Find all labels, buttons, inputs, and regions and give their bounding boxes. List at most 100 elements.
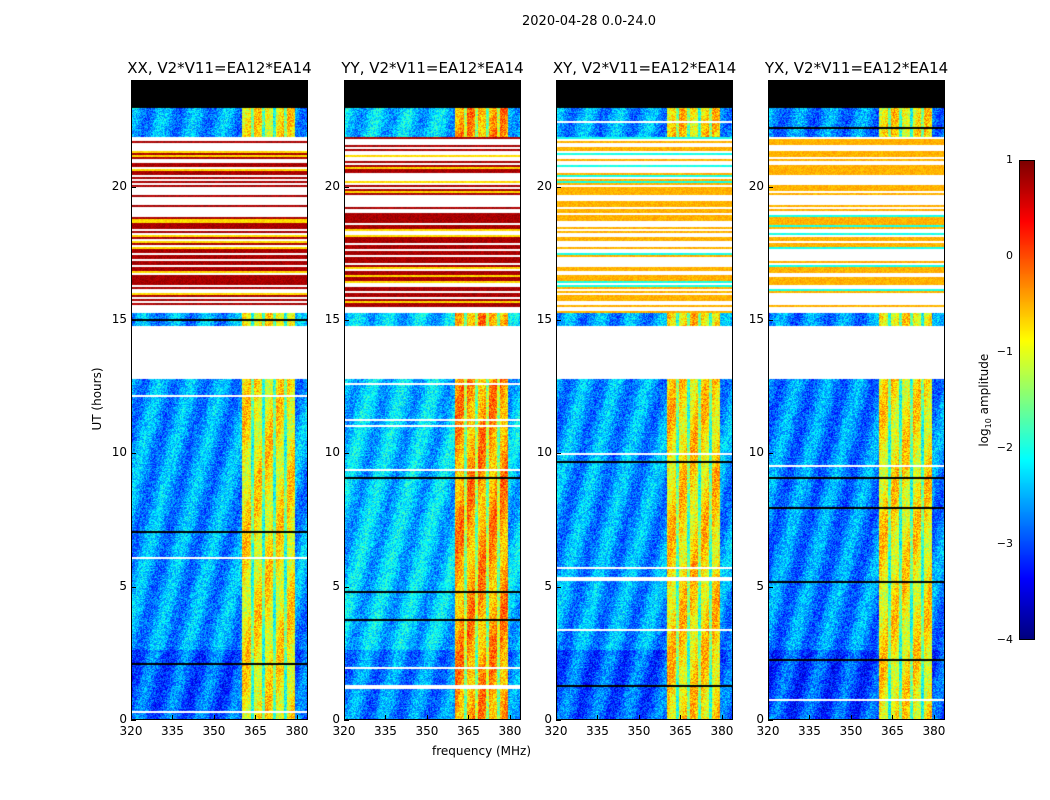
panel-title: YX, V2*V11=EA12*EA14 xyxy=(764,59,949,77)
x-tick-label: 335 xyxy=(586,724,609,738)
y-tick-label: 0 xyxy=(332,712,340,726)
y-tick-mark xyxy=(556,320,561,321)
x-tick-mark xyxy=(255,715,257,720)
y-tick-mark xyxy=(556,186,561,188)
spectrogram-panel xyxy=(556,80,733,720)
spectrogram-panel xyxy=(131,80,308,720)
y-tick-label: 15 xyxy=(324,312,340,326)
y-tick-mark xyxy=(131,186,136,188)
y-tick-label: 20 xyxy=(324,178,340,193)
spectrogram-panel xyxy=(768,80,945,720)
x-tick-mark xyxy=(768,715,769,720)
y-tick-label: 20 xyxy=(111,178,127,193)
x-tick-label: 365 xyxy=(669,724,692,738)
spectrogram-heatmap xyxy=(769,81,944,719)
y-tick-label: 0 xyxy=(756,712,764,726)
x-tick-mark xyxy=(385,715,387,720)
y-tick-label: 20 xyxy=(536,178,552,193)
y-tick-mark xyxy=(131,320,136,321)
colorbar-tick-label: 1 xyxy=(1006,153,1013,166)
colorbar-tick-label: 0 xyxy=(1006,249,1013,262)
y-tick-label: 20 xyxy=(748,178,764,193)
colorbar xyxy=(1019,160,1035,640)
y-tick-label: 0 xyxy=(119,712,127,726)
y-tick-mark xyxy=(768,453,773,455)
x-tick-mark xyxy=(426,715,428,720)
x-tick-mark xyxy=(344,715,345,720)
x-tick-label: 350 xyxy=(202,724,226,738)
x-tick-label: 335 xyxy=(374,724,397,738)
x-tick-label: 365 xyxy=(881,724,904,738)
colorbar-gradient xyxy=(1020,161,1034,639)
y-tick-label: 10 xyxy=(324,445,340,460)
x-tick-mark xyxy=(680,715,682,720)
x-tick-mark xyxy=(296,715,298,720)
y-tick-label: 5 xyxy=(756,578,764,593)
x-tick-mark xyxy=(213,715,215,720)
y-axis-label: UT (hours) xyxy=(90,367,104,431)
y-tick-label: 10 xyxy=(536,445,552,460)
x-tick-mark xyxy=(721,715,723,720)
spectrogram-heatmap xyxy=(557,81,732,719)
y-tick-label: 5 xyxy=(544,578,552,593)
y-tick-mark xyxy=(768,720,773,721)
x-tick-mark xyxy=(638,715,640,720)
spectrogram-heatmap xyxy=(132,81,307,719)
y-tick-label: 5 xyxy=(119,578,127,593)
colorbar-tick-label: −4 xyxy=(996,633,1013,646)
spectrogram-panel xyxy=(344,80,521,720)
y-tick-mark xyxy=(131,453,136,455)
x-tick-label: 365 xyxy=(244,724,267,738)
y-tick-label: 5 xyxy=(332,578,340,593)
colorbar-label: log10 amplitude xyxy=(976,353,994,447)
x-tick-mark xyxy=(597,715,599,720)
x-tick-mark xyxy=(850,715,852,720)
x-tick-label: 380 xyxy=(285,724,309,738)
x-tick-label: 350 xyxy=(627,724,651,738)
spectrogram-heatmap xyxy=(345,81,520,719)
x-tick-mark xyxy=(468,715,470,720)
panel-title: YY, V2*V11=EA12*EA14 xyxy=(341,59,524,77)
x-tick-label: 320 xyxy=(119,724,143,738)
y-tick-label: 10 xyxy=(111,445,127,460)
y-tick-mark xyxy=(556,586,561,588)
x-tick-mark xyxy=(809,715,811,720)
x-tick-mark xyxy=(172,715,174,720)
y-tick-mark xyxy=(344,586,349,588)
x-tick-label: 380 xyxy=(922,724,946,738)
x-tick-label: 335 xyxy=(798,724,821,738)
x-tick-mark xyxy=(509,715,511,720)
y-tick-mark xyxy=(344,320,349,321)
x-tick-label: 320 xyxy=(544,724,568,738)
panel-title: XX, V2*V11=EA12*EA14 xyxy=(127,59,312,77)
x-tick-label: 350 xyxy=(839,724,863,738)
y-tick-label: 15 xyxy=(111,312,127,326)
x-tick-mark xyxy=(933,715,935,720)
x-axis-label: frequency (MHz) xyxy=(432,744,532,758)
y-tick-mark xyxy=(131,586,136,588)
colorbar-tick-label: −3 xyxy=(996,537,1013,550)
x-tick-label: 320 xyxy=(332,724,356,738)
y-tick-mark xyxy=(556,720,561,721)
x-tick-mark xyxy=(131,715,132,720)
x-tick-label: 365 xyxy=(457,724,480,738)
y-tick-mark xyxy=(768,320,773,321)
x-tick-label: 335 xyxy=(161,724,184,738)
y-tick-mark xyxy=(131,720,136,721)
figure-title: 2020-04-28 0.0-24.0 xyxy=(522,14,656,29)
x-tick-label: 380 xyxy=(498,724,522,738)
x-tick-mark xyxy=(556,715,557,720)
y-tick-mark xyxy=(344,720,349,721)
x-tick-label: 350 xyxy=(415,724,439,738)
panel-title: XY, V2*V11=EA12*EA14 xyxy=(552,59,737,77)
y-tick-mark xyxy=(768,586,773,588)
y-tick-mark xyxy=(344,186,349,188)
colorbar-tick-label: −1 xyxy=(996,345,1013,358)
y-tick-label: 15 xyxy=(536,312,552,326)
y-tick-label: 10 xyxy=(748,445,764,460)
y-tick-mark xyxy=(344,453,349,455)
x-tick-label: 380 xyxy=(710,724,734,738)
x-tick-label: 320 xyxy=(756,724,780,738)
y-tick-label: 15 xyxy=(748,312,764,326)
